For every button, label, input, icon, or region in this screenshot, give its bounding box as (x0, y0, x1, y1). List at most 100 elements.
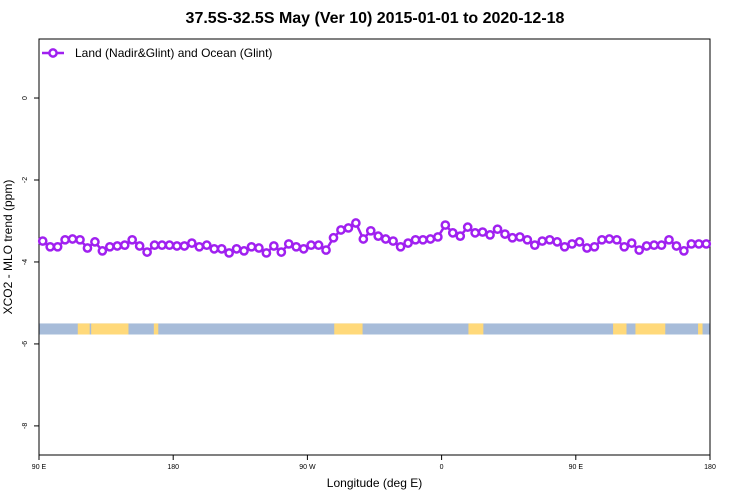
data-point (231, 243, 242, 254)
data-point (544, 234, 555, 245)
land-patch (91, 323, 129, 335)
x-tick-label: 180 (167, 464, 179, 471)
data-point (104, 241, 115, 252)
data-point (298, 243, 309, 254)
land-patch (334, 323, 363, 335)
data-point (611, 234, 622, 245)
y-tick-label: -4 (22, 259, 29, 265)
data-point (261, 248, 272, 258)
data-point (425, 234, 436, 244)
data-point (149, 240, 160, 251)
data-point (604, 234, 615, 244)
data-point (693, 239, 704, 249)
data-point (201, 240, 212, 251)
land-patch (468, 323, 484, 335)
data-point (365, 225, 376, 236)
data-point (60, 234, 70, 245)
data-point (619, 241, 630, 252)
data-point (589, 241, 600, 252)
data-point (559, 241, 570, 252)
x-tick-label: 0 (440, 464, 444, 471)
data-point (537, 236, 548, 246)
data-point (395, 241, 406, 252)
data-point (216, 243, 227, 254)
data-point (127, 234, 138, 245)
data-point (582, 243, 592, 253)
data-point (283, 239, 294, 249)
data-point (112, 241, 123, 251)
data-point (306, 240, 316, 251)
data-point (388, 236, 398, 246)
data-point (641, 241, 652, 251)
data-point (37, 236, 48, 246)
data-point (328, 232, 339, 243)
data-point (209, 243, 220, 254)
data-point (321, 245, 331, 255)
land-patch (613, 323, 627, 335)
data-point (656, 240, 667, 251)
legend-label: Land (Nadir&Glint) and Ocean (Glint) (75, 46, 272, 60)
data-point (455, 231, 466, 241)
data-point (552, 237, 563, 247)
data-point (574, 237, 585, 247)
y-tick-label: -2 (22, 177, 29, 183)
data-point (313, 240, 324, 251)
data-point (186, 238, 197, 248)
data-point (515, 232, 525, 242)
y-tick-label: 0 (22, 96, 29, 100)
data-point (470, 228, 480, 238)
x-tick-label: 90 E (32, 464, 47, 471)
data-point (679, 246, 689, 256)
data-point (649, 240, 659, 251)
data-point (433, 232, 443, 242)
land-patch (635, 323, 666, 335)
x-tick-label: 90 E (569, 464, 584, 471)
data-point (380, 234, 391, 244)
data-point (440, 220, 451, 230)
data-point (634, 245, 645, 255)
land-patch (698, 323, 703, 335)
data-point (529, 240, 540, 251)
data-point (90, 237, 100, 247)
data-point (254, 243, 264, 253)
data-point (239, 246, 249, 256)
data-point (626, 238, 637, 248)
data-point (373, 231, 384, 241)
data-point (97, 246, 108, 256)
data-point (485, 230, 495, 240)
data-point (492, 224, 503, 235)
data-point (507, 232, 518, 243)
data-point (172, 241, 182, 251)
data-point (246, 241, 257, 252)
x-axis-label: Longitude (deg E) (326, 476, 423, 490)
data-point (45, 241, 56, 252)
data-point (522, 234, 533, 245)
y-tick-label: -6 (22, 341, 29, 347)
data-point (336, 225, 346, 235)
data-point (119, 240, 130, 251)
chart-title: 37.5S-32.5S May (Ver 10) 2015-01-01 to 2… (185, 10, 565, 27)
x-tick-label: 180 (704, 464, 716, 471)
data-point (134, 241, 145, 251)
data-point (686, 239, 697, 249)
data-point (447, 228, 458, 238)
data-point (269, 241, 279, 251)
data-point (67, 234, 78, 244)
data-point (701, 239, 712, 249)
data-point (418, 234, 428, 245)
data-point (410, 234, 421, 245)
data-point (194, 241, 205, 252)
data-point (52, 241, 63, 252)
data-point (358, 234, 369, 244)
data-point (403, 238, 413, 248)
data-point (343, 223, 354, 233)
data-point (276, 247, 287, 257)
data-point (671, 241, 682, 251)
data-point (664, 234, 674, 245)
x-tick-label: 90 W (299, 464, 316, 471)
data-point (179, 241, 190, 251)
data-point (82, 243, 93, 253)
data-point (157, 240, 167, 251)
data-point (164, 240, 175, 251)
